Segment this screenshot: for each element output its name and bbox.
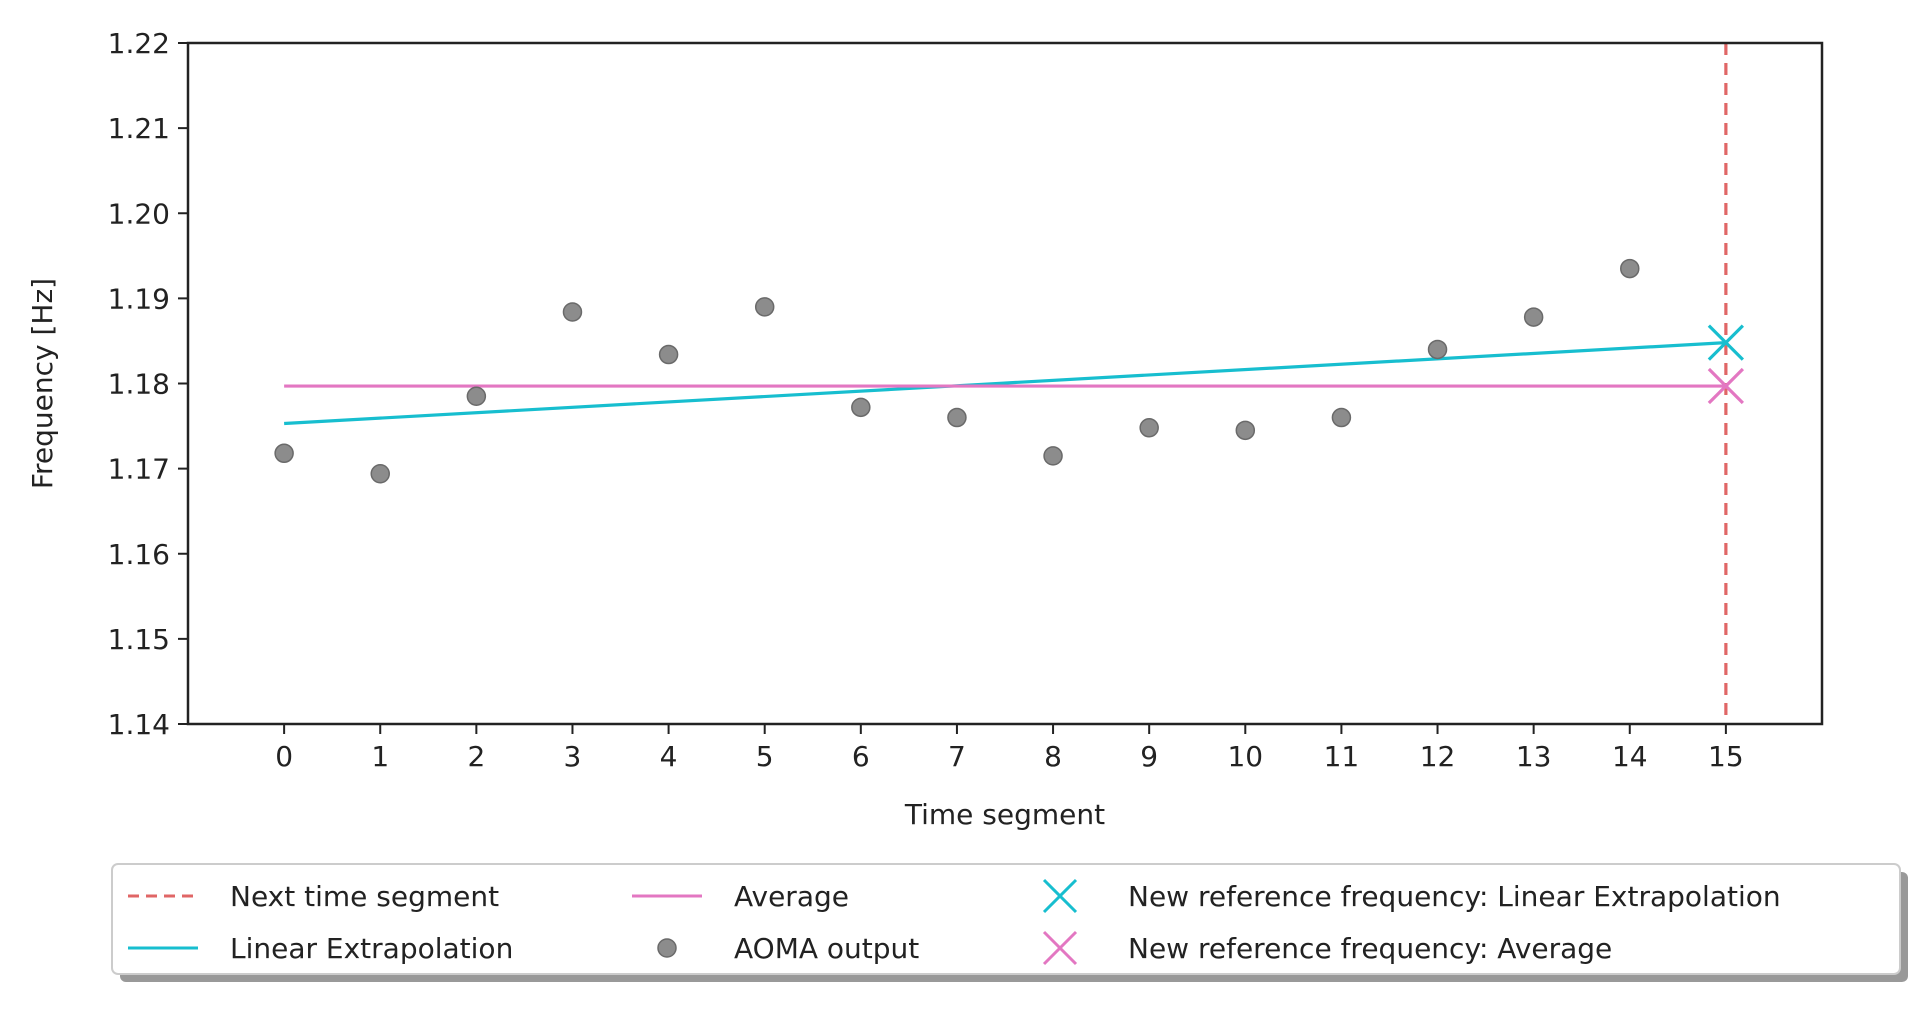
aoma-output-point [947,407,967,428]
x-tick-label: 12 [1420,740,1456,773]
aoma-output-point [658,344,679,365]
aoma-output-point [754,297,775,317]
x-tick-label: 10 [1227,740,1263,773]
aoma-output-point [1331,407,1352,428]
x-tick-label: 4 [660,740,678,773]
y-axis-label: Frequency [Hz] [26,278,59,489]
x-tick-label: 13 [1516,740,1552,773]
y-tick-label: 1.20 [108,197,170,230]
x-tick-label: 1 [371,740,389,773]
aoma-output-point [1427,339,1448,360]
aoma-output-point [1523,307,1544,327]
legend-label-next-time-segment: Next time segment [230,880,499,913]
x-axis-label: Time segment [904,798,1105,831]
x-tick-label: 14 [1612,740,1648,773]
legend-handle-aoma-output [657,938,677,958]
x-tick-label: 5 [756,740,774,773]
aoma-output-point [562,302,583,322]
x-tick-label: 8 [1044,740,1062,773]
y-tick-label: 1.15 [108,623,170,656]
legend-handle-new-ref-linear [1042,878,1078,914]
legend-handle-new-ref-average [1042,930,1078,966]
series-line-linear-extrapolation [284,341,1726,426]
axes: 0 1 2 3 4 5 6 7 8 9 10 11 12 13 14 151.141.151.161.171.… [108,27,1824,773]
legend-label-aoma-output: AOMA output [734,932,919,965]
x-tick-label: 3 [564,740,582,773]
y-tick-label: 1.14 [108,708,170,741]
legend-label-average: Average [734,880,849,913]
aoma-output-point [370,463,390,484]
y-tick-label: 1.22 [108,27,170,60]
legend-label-new-ref-average: New reference frequency: Average [1128,932,1612,965]
aoma-output-point [851,397,871,418]
aoma-output-point [1139,418,1159,438]
x-tick-label: 6 [852,740,870,773]
x-tick-label: 11 [1324,740,1360,773]
y-tick-label: 1.18 [108,368,170,401]
x-tick-label: 15 [1708,740,1744,773]
x-tick-label: 0 [275,740,293,773]
x-tick-label: 9 [1140,740,1158,773]
reference-marker-average-stroke-b [1707,367,1745,405]
y-tick-label: 1.21 [108,112,170,145]
plot-area [274,43,1745,724]
x-tick-label: 7 [948,740,966,773]
legend-box [111,863,1901,975]
y-tick-label: 1.19 [108,282,170,315]
legend: Next time segment Linear Extrapolation A… [111,863,1908,982]
y-tick-label: 1.17 [108,453,170,486]
aoma-output-point [1235,420,1256,441]
aoma-output-point [1043,446,1063,466]
y-tick-label: 1.16 [108,538,170,571]
legend-label-linear-extrapolation: Linear Extrapolation [230,932,513,965]
legend-label-new-ref-linear: New reference frequency: Linear Extrapol… [1128,880,1781,913]
aoma-output-point [466,386,487,407]
aoma-output-point [1620,258,1640,279]
aoma-output-point [274,443,294,464]
x-tick-label: 2 [467,740,485,773]
reference-marker-linear-stroke-b [1707,324,1745,361]
